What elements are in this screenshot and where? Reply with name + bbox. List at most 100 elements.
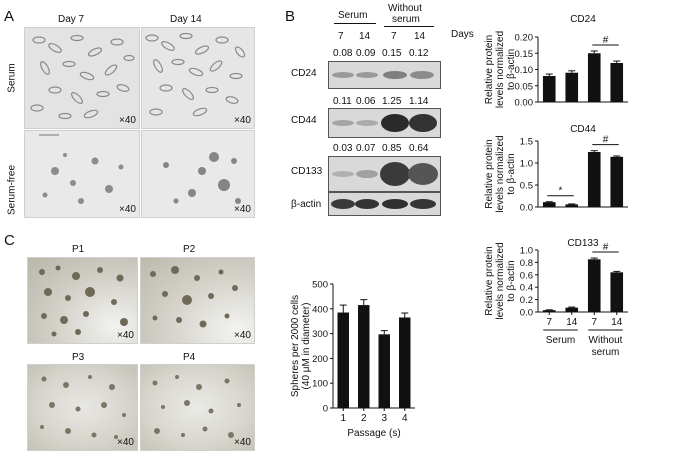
- day-value: 7: [338, 31, 344, 42]
- significance-marker: *: [559, 186, 563, 197]
- photo-label-p2: P2: [183, 244, 196, 255]
- cd24-ratio: 0.09: [356, 48, 376, 59]
- bar: [542, 76, 556, 102]
- magnification-label: ×40: [234, 204, 251, 215]
- y-tick-label: 0.20: [515, 33, 534, 44]
- photo-label-p4: P4: [183, 352, 196, 363]
- cd133-bar-chart: CD133 0.0 0.20.4 0.60.81.0 7 14 7 14 # Relative p…: [484, 238, 628, 358]
- photo-label-p1: P1: [72, 244, 85, 255]
- y-axis-label: levels normalized: [495, 135, 506, 212]
- serum-header: Serum: [338, 10, 368, 21]
- y-tick-label: 0: [323, 404, 328, 415]
- sphere-culture-image: [150, 266, 238, 328]
- without-serum-header-line1: Without: [388, 3, 422, 14]
- y-tick-label: 1.0: [520, 159, 533, 170]
- bar: [587, 259, 601, 312]
- y-tick-label: 0.2: [520, 295, 533, 306]
- photo-serum-free-day14: ×40: [141, 130, 255, 218]
- blot-beta-actin: [328, 192, 441, 216]
- blot-bands: [332, 114, 437, 132]
- y-tick-label: 0.10: [515, 65, 534, 76]
- photo-serum-day7: ×40: [24, 27, 140, 129]
- y-tick-label: 0.5: [520, 181, 533, 192]
- y-tick-label: 0.8: [520, 258, 533, 269]
- y-axis-label: Relative protein: [484, 35, 495, 104]
- photo-serum-free-day7: ×40: [24, 130, 140, 218]
- spheres-bar-chart: 0 100 200 300 400 500 1 2 3 4 Spheres per 2000 cel…: [290, 280, 415, 439]
- significance-marker: #: [603, 35, 609, 46]
- x-tick-label: 7: [591, 317, 597, 328]
- photo-p1: ×40: [27, 257, 138, 344]
- y-tick-label: 400: [312, 304, 328, 315]
- adherent-cells-image: [30, 34, 135, 120]
- bar: [542, 202, 556, 207]
- panel-a-letter: A: [4, 8, 15, 25]
- y-tick-label: 0.4: [520, 283, 533, 294]
- cd44-bar-chart: CD44 0.0 0.5 1.0 1.5 * # Relative protein levels…: [484, 124, 628, 214]
- photo-label-p3: P3: [72, 352, 85, 363]
- y-axis-label: to β-actin: [506, 153, 517, 194]
- y-axis-label: to β-actin: [506, 260, 517, 301]
- day-value: 14: [414, 31, 426, 42]
- y-axis-label: to β-actin: [506, 49, 517, 90]
- serum-header-line: [334, 23, 376, 24]
- y-tick-label: 0.00: [515, 98, 534, 109]
- magnification-label: ×40: [117, 437, 134, 448]
- cd133-ratio: 0.64: [409, 143, 429, 154]
- bar: [542, 310, 556, 312]
- sphere-culture-image: [152, 375, 241, 438]
- cd44-ratio: 1.25: [382, 96, 402, 107]
- y-axis-label: levels normalized: [495, 242, 506, 319]
- group-label-serum: Serum: [546, 335, 575, 346]
- y-tick-label: 200: [312, 354, 328, 365]
- blot-label-beta-actin: β-actin: [291, 199, 322, 210]
- cd44-ratio: 1.14: [409, 96, 429, 107]
- cd24-bar-chart: CD24 0.00 0.05 0.10 0.15 0.20 # Relative protei…: [484, 14, 628, 109]
- panel-b-letter: B: [285, 8, 296, 25]
- without-serum-header-line2: serum: [392, 14, 420, 25]
- bar: [378, 334, 390, 408]
- blot-label-cd24: CD24: [291, 68, 317, 79]
- group-label-without-serum-line1: Without: [589, 335, 623, 346]
- cd24-ratio: 0.15: [382, 48, 402, 59]
- cd24-ratio: 0.08: [333, 48, 353, 59]
- y-axis-label: levels normalized: [495, 31, 506, 108]
- y-axis-label: Relative protein: [484, 139, 495, 208]
- x-tick-label: 14: [611, 317, 623, 328]
- cd133-ratio: 0.85: [382, 143, 402, 154]
- y-tick-label: 0.0: [520, 203, 533, 214]
- cd24-ratio: 0.12: [409, 48, 429, 59]
- sphere-culture-image: [39, 265, 128, 337]
- bar: [337, 312, 349, 408]
- days-label: Days: [451, 29, 474, 40]
- chart-title: CD24: [570, 14, 596, 25]
- bar: [610, 156, 624, 207]
- panel-a-row-label-serum: Serum: [6, 63, 18, 93]
- y-tick-label: 500: [312, 280, 328, 291]
- photo-p4: ×40: [140, 364, 255, 451]
- chart-title: CD133: [567, 238, 599, 249]
- group-label-without-serum-line2: serum: [592, 347, 620, 358]
- blot-cd24: [328, 61, 441, 89]
- sphere-culture-image: [40, 375, 126, 439]
- y-tick-label: 0.6: [520, 270, 533, 281]
- panel-a-col-label-day14: Day 14: [170, 14, 202, 25]
- y-tick-label: 0.05: [515, 81, 534, 92]
- bar: [399, 317, 411, 408]
- significance-marker: #: [603, 135, 609, 146]
- y-tick-label: 0.0: [520, 308, 533, 319]
- bar: [610, 63, 624, 102]
- bar: [587, 152, 601, 207]
- x-tick-label: 1: [340, 413, 346, 424]
- bar: [565, 72, 579, 102]
- blot-bands: [332, 162, 438, 186]
- significance-marker: #: [603, 242, 609, 253]
- panel-a-row-label-serum-free: Serum-free: [6, 164, 18, 216]
- bar: [358, 305, 370, 408]
- y-tick-label: 1.5: [520, 137, 533, 148]
- photo-serum-day14: ×40: [141, 27, 255, 129]
- bar: [587, 53, 601, 102]
- y-tick-label: 0.15: [515, 49, 534, 60]
- cd44-ratio: 0.11: [333, 96, 352, 107]
